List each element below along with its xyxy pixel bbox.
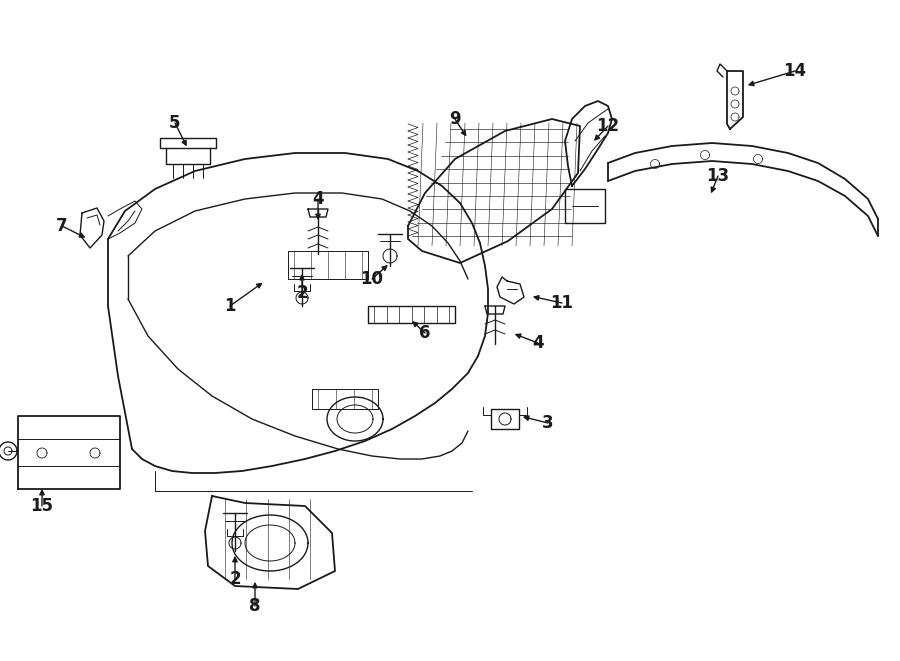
Text: 11: 11 xyxy=(551,294,573,312)
Text: 5: 5 xyxy=(169,114,181,132)
Text: 2: 2 xyxy=(230,570,241,588)
Text: 4: 4 xyxy=(532,334,544,352)
Text: 9: 9 xyxy=(449,110,461,128)
Text: 6: 6 xyxy=(419,324,431,342)
Text: 1: 1 xyxy=(224,297,236,315)
Text: 4: 4 xyxy=(312,190,324,208)
Text: 8: 8 xyxy=(249,597,261,615)
Text: 2: 2 xyxy=(296,284,308,302)
Text: 3: 3 xyxy=(542,414,554,432)
Text: 7: 7 xyxy=(56,217,68,235)
Text: 14: 14 xyxy=(783,62,806,80)
Text: 10: 10 xyxy=(361,270,383,288)
Text: 12: 12 xyxy=(597,117,619,135)
Text: 15: 15 xyxy=(31,497,53,515)
Text: 13: 13 xyxy=(706,167,730,185)
